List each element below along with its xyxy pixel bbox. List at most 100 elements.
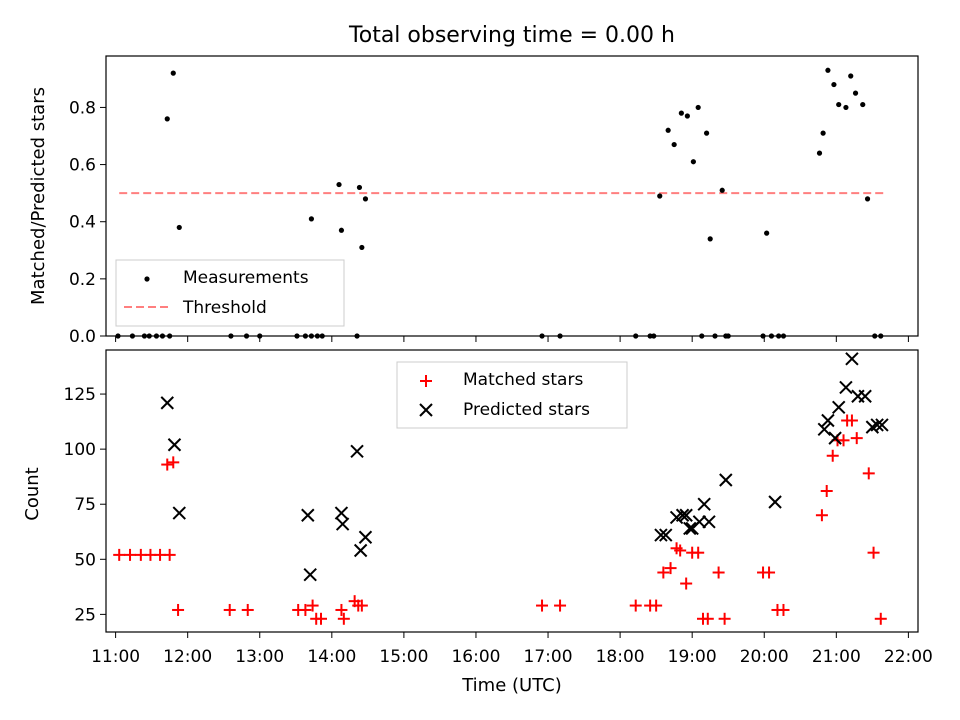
measurement-point [243,333,250,339]
bottom-xtick-label: 22:00 [884,647,933,667]
matched-star-point [163,548,176,561]
matched-star-point [718,612,731,625]
matched-star-point [850,432,863,445]
matched-star-point [845,414,858,427]
measurement-point [308,216,315,222]
measurement-point [319,333,325,339]
bottom-ytick-label: 125 [64,385,96,405]
measurement-point [302,333,308,339]
measurement-point [294,333,300,339]
measurement-point [153,333,160,339]
predicted-star-point [828,431,842,445]
matched-star-point [315,612,328,625]
measurement-point [336,181,342,188]
matched-star-point [701,612,714,625]
matched-star-point [664,562,677,575]
matched-star-point [306,599,319,612]
top-ytick-label: 0.4 [69,213,96,233]
top-legend-box [115,259,345,327]
measurement-point [678,110,684,116]
measurement-point [816,150,823,156]
measurement-point [146,333,152,339]
predicted-star-point [845,352,859,366]
matched-star-point [692,546,705,559]
predicted-star-point [160,396,174,410]
predicted-star-point [334,506,349,520]
matched-star-point [629,599,642,612]
top-ytick-label: 0.2 [69,270,96,290]
matched-star-point [223,603,236,616]
matched-star-point [826,449,839,462]
bottom-xtick-label: 16:00 [451,647,500,667]
predicted-star-point [697,497,711,511]
legend-predicted-label: Predicted stars [463,400,590,420]
top-ytick-label: 0.8 [69,98,96,118]
measurement-point [843,104,849,111]
matched-star-point [867,546,880,559]
predicted-star-point [870,418,884,432]
matched-star-point [161,458,174,471]
bottom-ytick-label: 50 [74,550,96,570]
legend-matched-label: Matched stars [463,370,583,390]
matched-star-point [680,577,693,590]
measurement-point [760,333,766,339]
matched-star-point [777,603,790,616]
measurement-point [780,333,787,339]
measurement-point [712,333,718,339]
predicted-star-point [654,528,668,542]
matched-star-point [299,603,312,616]
predicted-star-point [675,508,690,522]
predicted-star-point [702,515,716,529]
bottom-xtick-label: 18:00 [596,647,645,667]
measurement-point [338,227,345,233]
predicted-star-point [821,413,835,428]
top-ytick-label: 0.6 [69,156,96,176]
measurement-point [725,333,731,339]
measurement-point [707,236,713,242]
predicted-star-point [858,389,872,403]
measurement-point [860,101,866,108]
matched-star-point [337,612,350,625]
matched-star-point [536,599,549,612]
measurement-point [864,196,871,202]
matched-star-point [712,566,725,579]
top-ylabel: Matched/Predicted stars [28,87,49,305]
matched-star-point [874,612,887,625]
measurement-point [695,104,701,111]
bottom-xtick-label: 14:00 [307,647,356,667]
measurement-point [167,333,173,339]
measurement-point [831,81,837,88]
bottom-ytick-label: 25 [74,605,96,625]
predicted-star-point [839,380,853,395]
measurement-point [684,113,690,119]
bottom-xtick-label: 21:00 [812,647,861,667]
figure-title: Total observing time = 0.00 h [348,23,675,48]
bottom-ytick-label: 100 [64,440,96,460]
measurement-point [314,333,321,339]
measurement-point [141,333,148,339]
matched-star-point [355,599,368,612]
measurement-point [257,333,263,339]
measurement-point [359,244,365,251]
predicted-star-point [353,543,368,558]
matched-star-point [241,603,254,616]
matched-star-point [763,566,776,579]
measurement-point [170,70,176,76]
measurement-point [776,333,782,339]
matched-star-point [113,548,126,561]
matched-star-point [124,548,137,561]
legend-threshold-label: Threshold [182,298,267,318]
predicted-star-point [303,568,317,582]
legend-predicted-marker [419,403,433,417]
measurement-point [557,333,563,339]
measurement-point [633,333,639,339]
matched-star-point [674,544,687,557]
measurement-point [764,230,770,236]
measurement-point [362,196,369,202]
predicted-star-point [832,400,846,414]
predicted-star-point [335,517,350,531]
measurement-point [703,130,710,136]
bottom-xtick-label: 19:00 [668,647,717,667]
measurement-point [719,187,725,193]
